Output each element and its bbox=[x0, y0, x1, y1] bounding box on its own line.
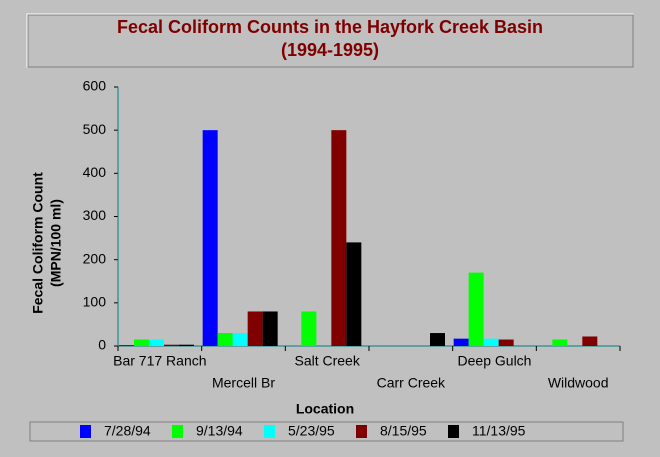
bar bbox=[179, 344, 194, 346]
legend-swatch bbox=[448, 425, 459, 438]
legend-swatch bbox=[264, 425, 275, 438]
bar bbox=[468, 272, 484, 346]
bar bbox=[301, 311, 317, 346]
y-tick-label: 0 bbox=[98, 337, 106, 353]
bar bbox=[247, 311, 263, 346]
y-tick-label: 400 bbox=[83, 164, 107, 180]
y-tick-label: 200 bbox=[83, 250, 107, 266]
bar bbox=[164, 344, 179, 346]
y-axis-label: (MPN/100 ml) bbox=[48, 199, 64, 287]
bar bbox=[232, 333, 248, 346]
x-tick-label: Deep Gulch bbox=[458, 353, 532, 369]
bar bbox=[552, 339, 568, 346]
bar bbox=[331, 130, 347, 346]
bar bbox=[149, 339, 164, 346]
bar bbox=[453, 338, 469, 346]
bar bbox=[483, 338, 499, 346]
bar bbox=[346, 242, 362, 346]
y-tick-label: 100 bbox=[83, 294, 107, 310]
y-axis-label: Fecal Coliform Count bbox=[30, 172, 46, 314]
legend-swatch bbox=[356, 425, 367, 438]
legend-box bbox=[29, 421, 624, 442]
bar bbox=[134, 339, 149, 346]
x-tick-label: Salt Creek bbox=[294, 353, 360, 369]
bar bbox=[430, 333, 445, 346]
legend-label: 7/28/94 bbox=[104, 423, 151, 439]
y-tick-label: 600 bbox=[83, 78, 107, 94]
legend-label: 9/13/94 bbox=[196, 423, 243, 439]
bar bbox=[217, 333, 233, 346]
y-tick-label: 300 bbox=[83, 207, 107, 223]
bar bbox=[262, 311, 278, 346]
legend-swatch bbox=[80, 425, 91, 438]
chart-subtitle: (1994-1995) bbox=[281, 40, 379, 60]
x-tick-label: Mercell Br bbox=[212, 375, 275, 391]
x-axis-label: Location bbox=[296, 401, 354, 417]
legend-swatch bbox=[172, 425, 183, 438]
chart-title: Fecal Coliform Counts in the Hayfork Cre… bbox=[117, 17, 543, 37]
x-tick-label: Carr Creek bbox=[377, 375, 446, 391]
legend-label: 11/13/95 bbox=[472, 423, 526, 439]
legend-label: 5/23/95 bbox=[288, 423, 335, 439]
bar bbox=[202, 130, 218, 346]
title-box-shadow bbox=[27, 14, 634, 68]
bar bbox=[119, 345, 134, 346]
bar bbox=[582, 336, 598, 346]
x-tick-label: Wildwood bbox=[548, 375, 609, 391]
legend-label: 8/15/95 bbox=[380, 423, 427, 439]
bar bbox=[498, 339, 514, 346]
y-tick-label: 500 bbox=[83, 121, 107, 137]
x-tick-label: Bar 717 Ranch bbox=[113, 353, 206, 369]
title-box bbox=[26, 13, 634, 68]
